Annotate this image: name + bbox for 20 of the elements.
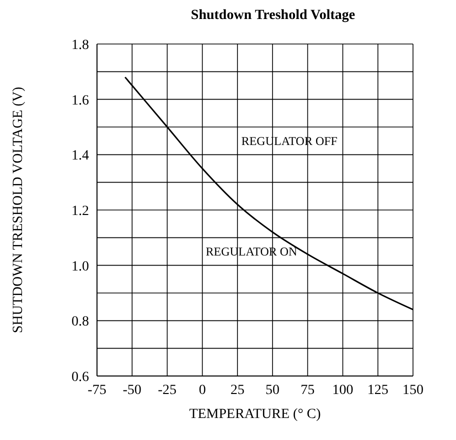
x-tick-label: 75	[300, 382, 315, 398]
x-tick-label: -50	[122, 382, 142, 398]
y-tick-label: 1.2	[72, 204, 89, 219]
x-tick-label: 125	[367, 382, 388, 398]
y-tick-label: 1.0	[72, 259, 89, 274]
y-tick-label: 1.6	[72, 93, 89, 108]
x-tick-label: -75	[88, 382, 106, 398]
x-tick-label: -25	[158, 382, 177, 398]
x-tick-label: 25	[230, 382, 244, 398]
y-tick-label: 0.8	[72, 314, 89, 330]
y-tick-label: 1.8	[72, 38, 89, 53]
x-tick-label: 50	[266, 382, 280, 398]
y-axis-title: SHUTDOWN TRESHOLD VOLTAGE (V)	[11, 86, 26, 334]
x-tick-label: 150	[402, 382, 424, 398]
x-axis-title: TEMPERATURE (° C)	[189, 407, 322, 422]
x-tick-label: 100	[332, 382, 354, 398]
y-tick-label: 0.6	[72, 370, 89, 385]
x-tick-label: 0	[198, 382, 206, 398]
y-tick-label: 1.4	[72, 148, 89, 164]
chart-title: Shutdown Treshold Voltage	[190, 8, 356, 25]
